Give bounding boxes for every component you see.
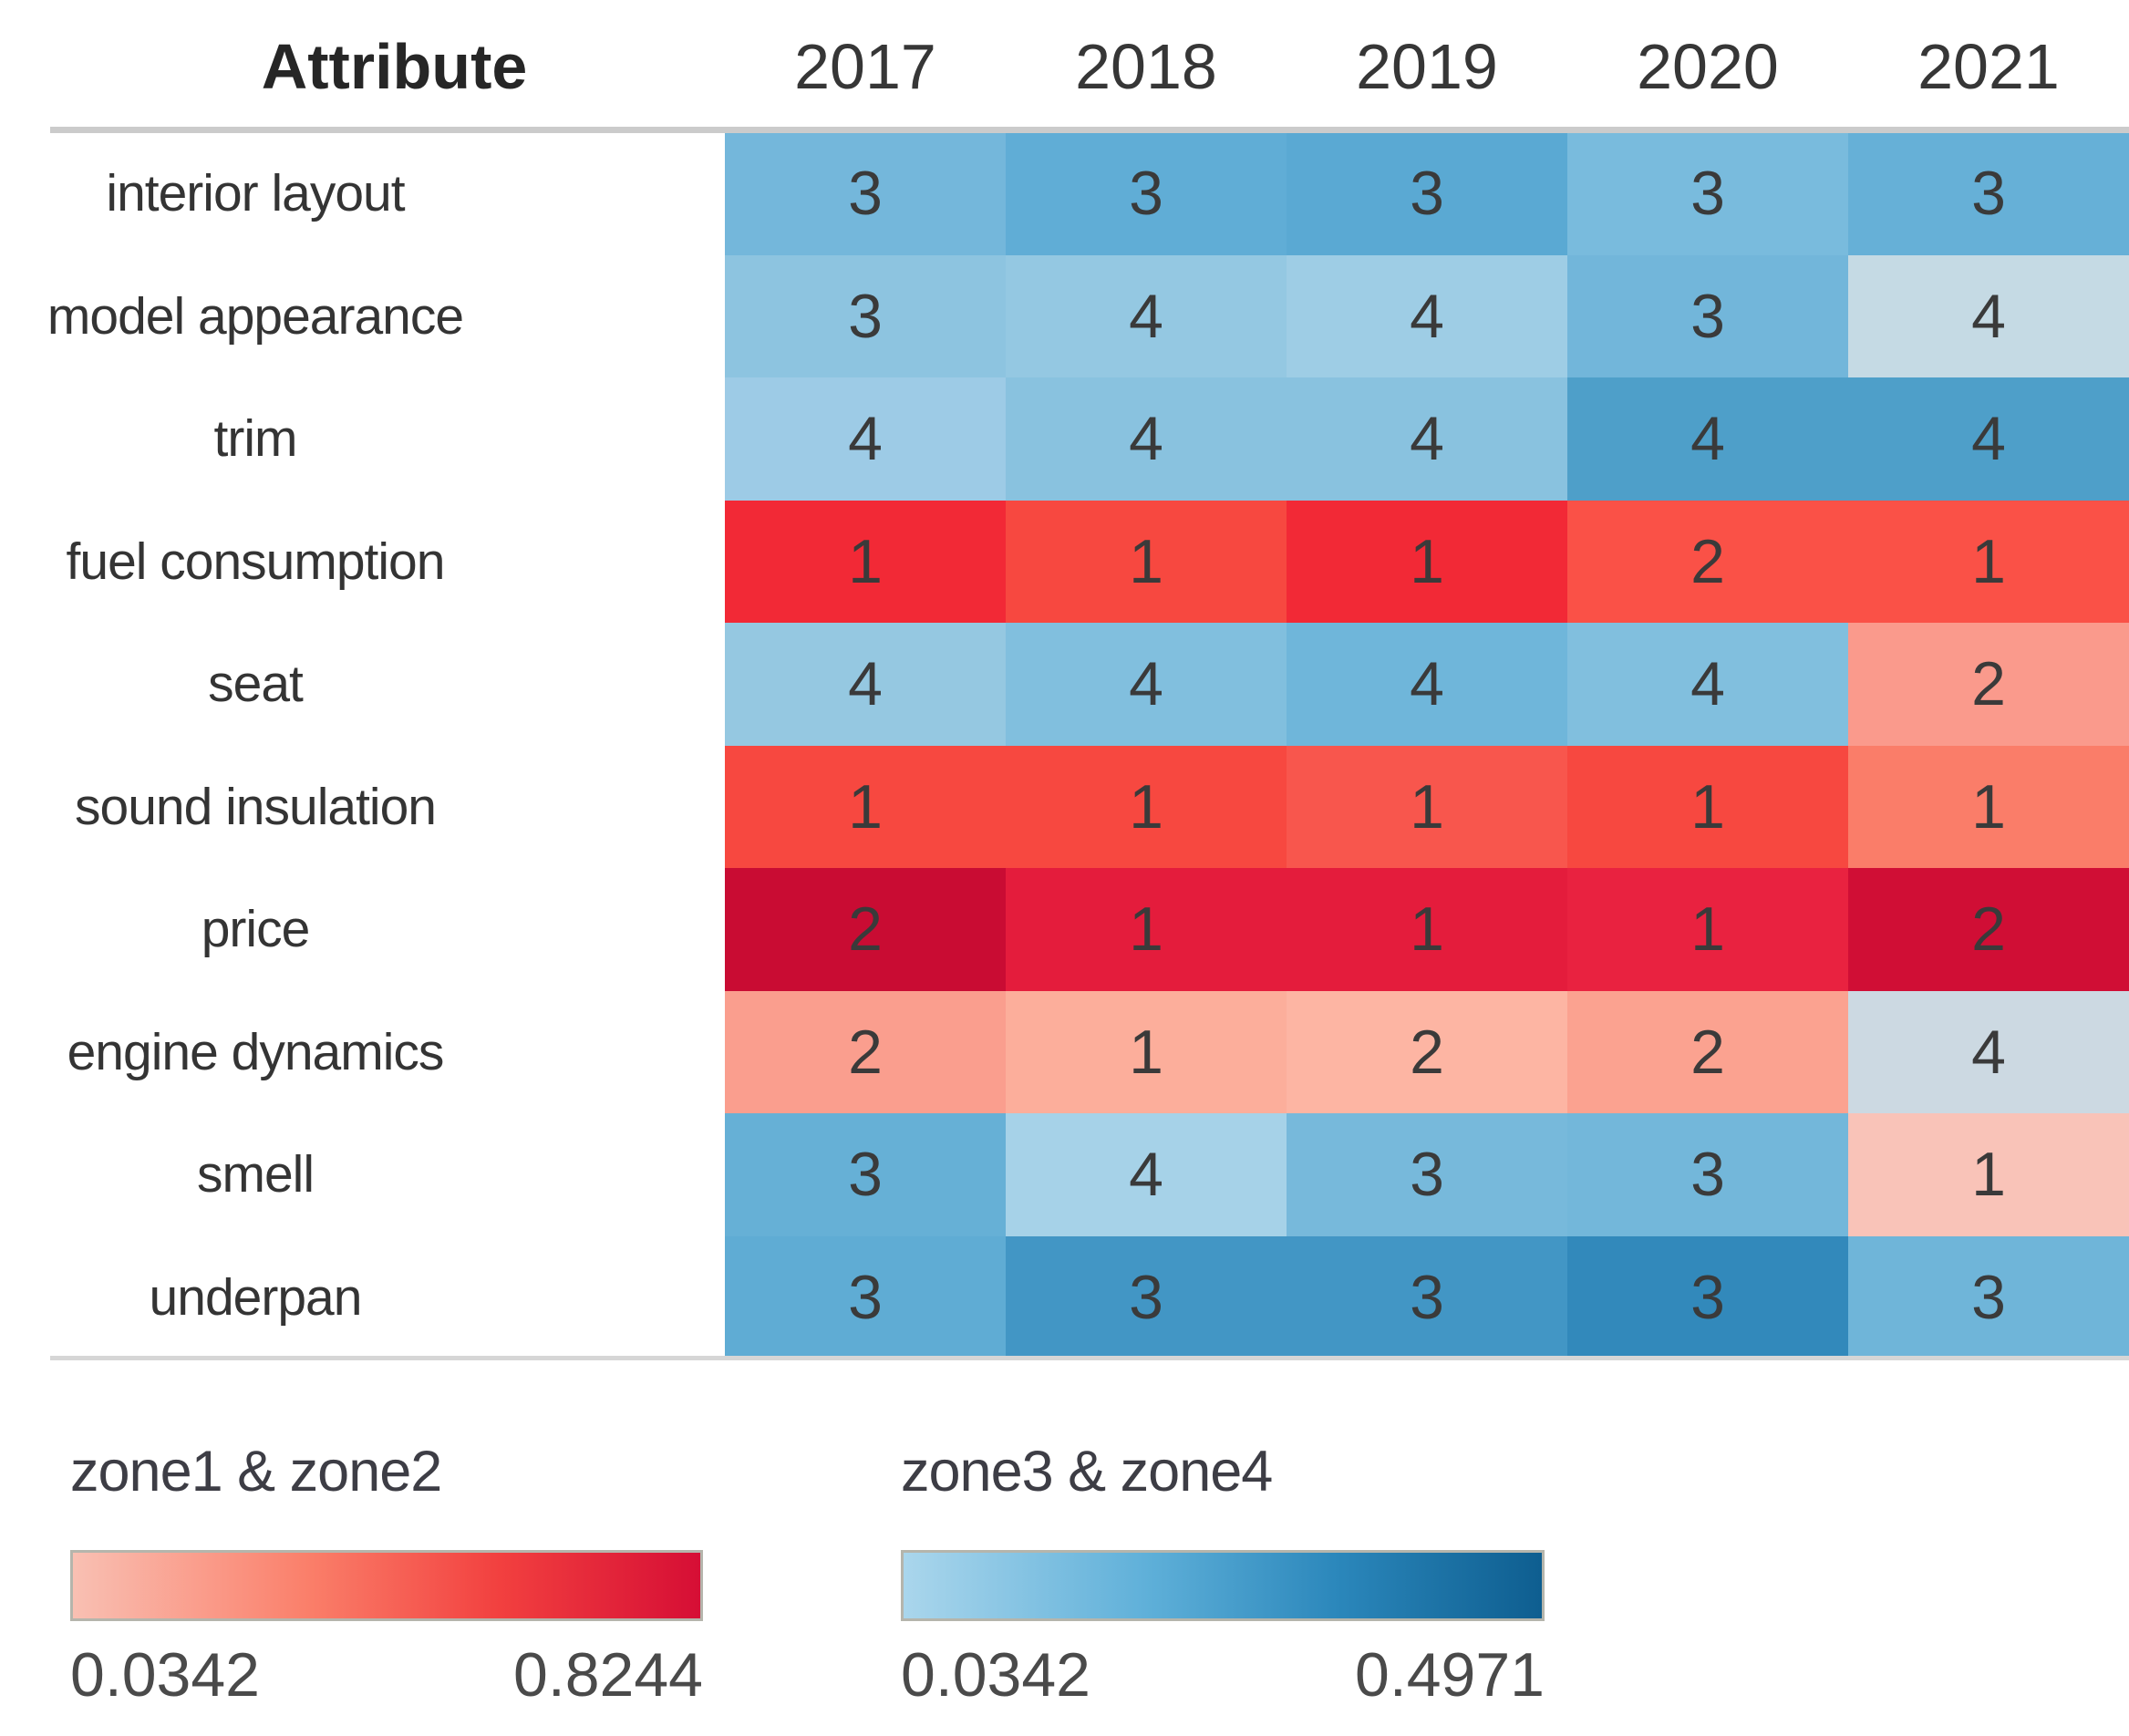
heatmap-cell: 3 <box>1006 1235 1287 1359</box>
heatmap-cell: 1 <box>1006 990 1287 1113</box>
row-label: fuel consumption <box>66 532 446 591</box>
heatmap-cell: 3 <box>1848 1235 2129 1359</box>
heatmap-cell: 2 <box>725 868 1006 991</box>
heatmap-cell: 3 <box>1287 132 1567 255</box>
row-label-wrap: underpan <box>0 1235 725 1359</box>
heatmap-cell: 1 <box>1287 745 1567 868</box>
heatmap-cell: 4 <box>1848 254 2129 377</box>
header-separator-line <box>50 127 2129 133</box>
heatmap-cell: 3 <box>1567 132 1848 255</box>
heatmap-cell: 4 <box>1287 254 1567 377</box>
heatmap-cell: 1 <box>725 745 1006 868</box>
heatmap-cell: 4 <box>1006 623 1287 746</box>
row-label: engine dynamics <box>67 1022 445 1081</box>
row-label-wrap: price <box>0 868 725 991</box>
heatmap-cell: 3 <box>1287 1235 1567 1359</box>
heatmap-cell: 3 <box>1567 254 1848 377</box>
heatmap-cell: 1 <box>1006 745 1287 868</box>
red-gradient-colorbar <box>70 1550 703 1621</box>
heatmap-cell: 4 <box>1567 623 1848 746</box>
heatmap-cell: 2 <box>1848 868 2129 991</box>
heatmap-table: Attribute 2017 2018 2019 2020 2021 interior l… <box>0 30 2129 1359</box>
row-label: price <box>201 900 311 959</box>
legend-max-value: 0.4971 <box>1355 1640 1545 1710</box>
heatmap-cell: 3 <box>1287 1113 1567 1236</box>
attribute-column-header: Attribute <box>261 30 528 102</box>
heatmap-cell: 4 <box>725 623 1006 746</box>
legend-min-value: 0.0342 <box>901 1640 1090 1710</box>
blue-gradient-colorbar <box>901 1550 1545 1621</box>
heatmap-cell: 1 <box>1567 868 1848 991</box>
legend-min-value: 0.0342 <box>70 1640 260 1710</box>
heatmap-cell: 3 <box>725 1235 1006 1359</box>
heatmap-cell: 2 <box>1848 623 2129 746</box>
column-header-2018: 2018 <box>1075 30 1217 102</box>
heatmap-cell: 4 <box>1848 377 2129 501</box>
row-label-wrap: seat <box>0 623 725 746</box>
row-label: sound insulation <box>75 777 437 836</box>
heatmap-cell: 1 <box>1287 500 1567 623</box>
table-bottom-line <box>50 1356 2129 1360</box>
row-label-wrap: trim <box>0 377 725 501</box>
heatmap-cell: 3 <box>1567 1235 1848 1359</box>
heatmap-cell: 4 <box>1006 254 1287 377</box>
heatmap-cell: 3 <box>1567 1113 1848 1236</box>
legend-zone3-zone4: zone3 & zone4 0.0342 0.4971 <box>901 1439 1545 1710</box>
heatmap-cell: 3 <box>725 132 1006 255</box>
heatmap-cell: 1 <box>725 500 1006 623</box>
legend-max-value: 0.8244 <box>513 1640 703 1710</box>
heatmap-cell: 2 <box>1287 990 1567 1113</box>
heatmap-cell: 3 <box>725 1113 1006 1236</box>
heatmap-cell: 1 <box>1848 745 2129 868</box>
heatmap-cell: 1 <box>1567 745 1848 868</box>
row-label: model appearance <box>47 286 464 346</box>
heatmap-cell: 2 <box>725 990 1006 1113</box>
row-label: interior layout <box>106 164 405 223</box>
row-label-wrap: smell <box>0 1113 725 1236</box>
heatmap-cell: 1 <box>1848 500 2129 623</box>
heatmap-cell: 3 <box>725 254 1006 377</box>
heatmap-cell: 2 <box>1567 990 1848 1113</box>
column-header-2019: 2019 <box>1356 30 1498 102</box>
heatmap-cell: 4 <box>725 377 1006 501</box>
column-header-2017: 2017 <box>794 30 936 102</box>
legend-title: zone1 & zone2 <box>70 1440 442 1504</box>
heatmap-cell: 4 <box>1287 623 1567 746</box>
legend-title: zone3 & zone4 <box>901 1440 1273 1504</box>
heatmap-cell: 4 <box>1006 377 1287 501</box>
row-label: seat <box>208 655 304 714</box>
heatmap-cell: 2 <box>1567 500 1848 623</box>
column-header-2020: 2020 <box>1637 30 1779 102</box>
heatmap-cell: 1 <box>1287 868 1567 991</box>
row-label-wrap: model appearance <box>0 254 725 377</box>
column-header-2021: 2021 <box>1917 30 2060 102</box>
heatmap-cell: 4 <box>1567 377 1848 501</box>
legend-zone1-zone2: zone1 & zone2 0.0342 0.8244 <box>70 1439 703 1710</box>
row-label-wrap: interior layout <box>0 132 725 255</box>
heatmap-cell: 4 <box>1287 377 1567 501</box>
row-label-wrap: engine dynamics <box>0 990 725 1113</box>
row-label-wrap: fuel consumption <box>0 500 725 623</box>
row-label: smell <box>196 1145 315 1204</box>
heatmap-cell: 3 <box>1006 132 1287 255</box>
heatmap-cell: 3 <box>1848 132 2129 255</box>
heatmap-cell: 1 <box>1006 500 1287 623</box>
heatmap-cell: 4 <box>1006 1113 1287 1236</box>
row-label-wrap: sound insulation <box>0 745 725 868</box>
row-label: trim <box>213 409 298 469</box>
heatmap-cell: 1 <box>1006 868 1287 991</box>
row-label: underpan <box>149 1267 363 1327</box>
heatmap-cell: 4 <box>1848 990 2129 1113</box>
heatmap-cell: 1 <box>1848 1113 2129 1236</box>
